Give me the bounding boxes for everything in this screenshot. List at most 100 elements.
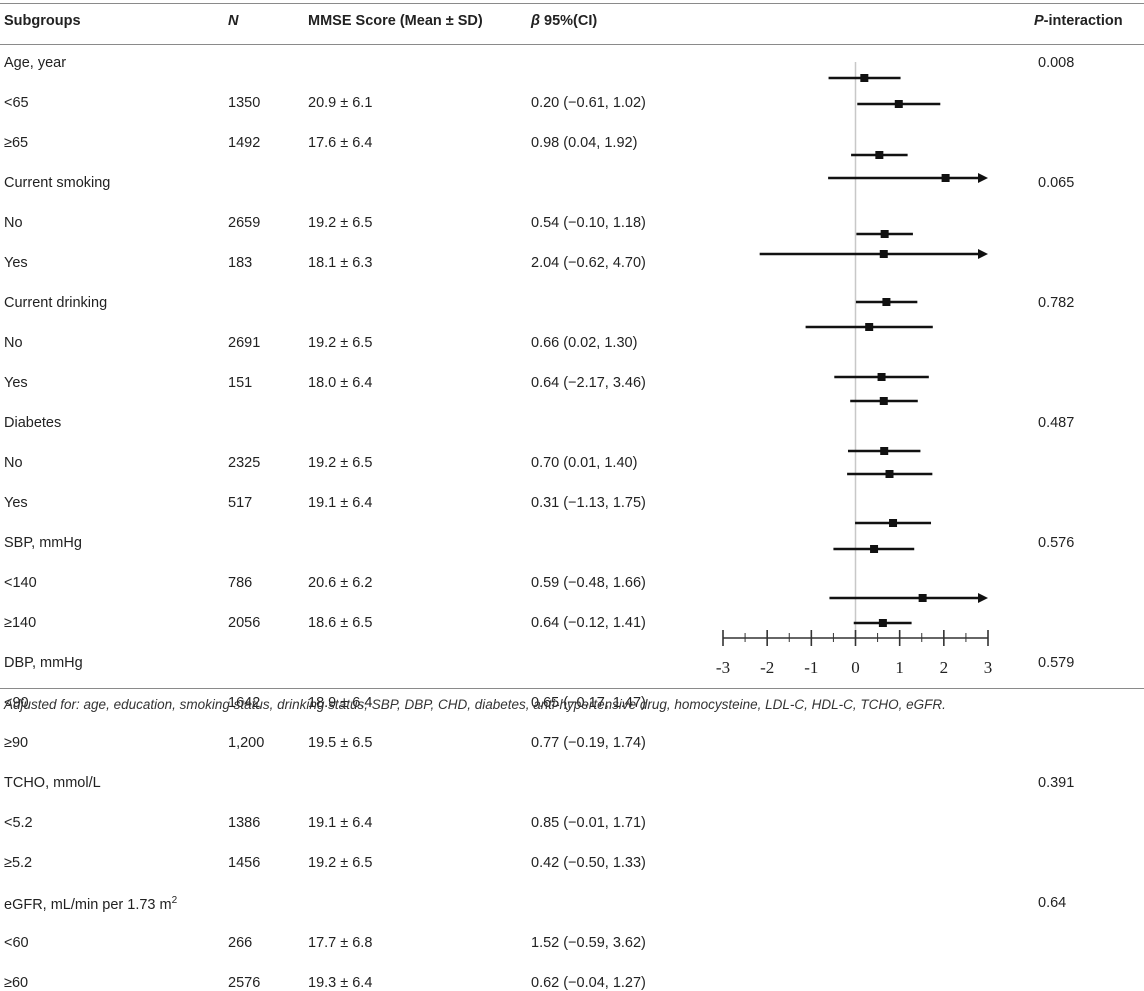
row-mmse: 19.2 ± 6.5 [308, 455, 373, 471]
row-label: Diabetes [4, 415, 62, 431]
point-estimate [880, 230, 889, 238]
bottom-rule [0, 688, 1144, 689]
header-p-italic: P [1034, 13, 1044, 29]
point-estimate [877, 373, 886, 381]
row-label: ≥140 [4, 615, 37, 631]
row-ci: 0.65 (−0.17, 1.47) [531, 695, 646, 711]
point-estimate [879, 250, 888, 258]
x-tick-label: 0 [851, 658, 860, 677]
row-n: 1456 [228, 855, 261, 871]
ci-arrow [978, 173, 988, 183]
point-estimate [879, 397, 888, 405]
footnote: Adjusted for: age, education, smoking st… [4, 697, 946, 712]
row-mmse: 17.7 ± 6.8 [308, 935, 373, 951]
row-mmse: 19.5 ± 6.5 [308, 735, 373, 751]
row-mmse: 17.6 ± 6.4 [308, 135, 373, 151]
row-ci: 0.54 (−0.10, 1.18) [531, 215, 646, 231]
point-estimate [941, 174, 950, 182]
row-n: 2576 [228, 975, 261, 991]
ci-arrow [978, 249, 988, 259]
row-n: 183 [228, 255, 253, 271]
row-mmse: 19.2 ± 6.5 [308, 215, 373, 231]
row-ci: 0.77 (−0.19, 1.74) [531, 735, 646, 751]
ci-arrow [978, 593, 988, 603]
x-tick-label: 2 [940, 658, 949, 677]
point-estimate [870, 545, 879, 553]
x-tick-label: -2 [760, 658, 774, 677]
forest-plot: -3 -2 -1 0 1 2 3 [716, 62, 992, 677]
point-estimate [878, 619, 887, 627]
point-estimate [880, 447, 889, 455]
row-label: Yes [4, 495, 28, 511]
row-ci: 0.31 (−1.13, 1.75) [531, 495, 646, 511]
header-beta-symbol: β [531, 13, 540, 29]
row-ci: 0.70 (0.01, 1.40) [531, 455, 638, 471]
row-ci: 0.85 (−0.01, 1.71) [531, 815, 646, 831]
row-label: Yes [4, 255, 28, 271]
row-p: 0.391 [1038, 775, 1075, 791]
header-beta: β 95%(CI) [531, 13, 597, 29]
row-mmse: 18.6 ± 6.5 [308, 615, 373, 631]
point-estimate [882, 298, 891, 306]
row-label: ≥90 [4, 735, 29, 751]
x-tick-label: 1 [895, 658, 904, 677]
header-p-interaction: P-interaction [1034, 13, 1123, 29]
row-n: 1492 [228, 135, 261, 151]
row-n: 151 [228, 375, 253, 391]
row-p: 0.782 [1038, 295, 1075, 311]
row-mmse: 19.3 ± 6.4 [308, 975, 373, 991]
header-p-rest: -interaction [1043, 13, 1123, 29]
header-mmse: MMSE Score (Mean ± SD) [308, 13, 483, 29]
row-ci: 0.64 (−0.12, 1.41) [531, 615, 646, 631]
row-n: 786 [228, 575, 253, 591]
row-p: 0.008 [1038, 55, 1075, 71]
row-mmse: 19.2 ± 6.5 [308, 855, 373, 871]
point-estimate [918, 594, 927, 602]
row-ci: 2.04 (−0.62, 4.70) [531, 255, 646, 271]
row-ci: 0.42 (−0.50, 1.33) [531, 855, 646, 871]
row-label: ≥5.2 [4, 855, 33, 871]
point-estimate [860, 74, 869, 82]
row-label: <90 [4, 695, 29, 711]
row-n: 2691 [228, 335, 261, 351]
row-p: 0.487 [1038, 415, 1075, 431]
row-label: No [4, 455, 23, 471]
row-ci: 1.52 (−0.59, 3.62) [531, 935, 646, 951]
row-mmse: 19.1 ± 6.4 [308, 495, 373, 511]
row-n: 1350 [228, 95, 261, 111]
row-label: DBP, mmHg [4, 655, 83, 671]
row-label: No [4, 335, 23, 351]
row-label-superscript: 2 [171, 895, 178, 906]
row-label: Age, year [4, 55, 67, 71]
x-tick-label: -1 [804, 658, 818, 677]
point-estimate [865, 323, 874, 331]
row-ci: 0.64 (−2.17, 3.46) [531, 375, 646, 391]
top-rule [0, 3, 1144, 4]
row-label: Current smoking [4, 175, 111, 191]
row-label: Yes [4, 375, 28, 391]
row-ci: 0.62 (−0.04, 1.27) [531, 975, 646, 991]
row-n: 2056 [228, 615, 261, 631]
row-p: 0.065 [1038, 175, 1075, 191]
row-n: 1386 [228, 815, 261, 831]
row-mmse: 19.1 ± 6.4 [308, 815, 373, 831]
row-mmse: 18.1 ± 6.3 [308, 255, 373, 271]
row-ci: 0.98 (0.04, 1.92) [531, 135, 638, 151]
row-label: <5.2 [4, 815, 33, 831]
row-n: 1,200 [228, 735, 265, 751]
row-n: 2325 [228, 455, 261, 471]
row-mmse: 20.6 ± 6.2 [308, 575, 373, 591]
header-n: N [228, 13, 239, 29]
row-mmse: 18.9 ± 6.4 [308, 695, 373, 711]
row-mmse: 19.2 ± 6.5 [308, 335, 373, 351]
header-beta-rest: 95%(CI) [540, 13, 598, 29]
row-p: 0.64 [1038, 895, 1067, 911]
row-p: 0.576 [1038, 535, 1075, 551]
point-estimate [889, 519, 898, 527]
row-label: ≥60 [4, 975, 29, 991]
row-mmse: 18.0 ± 6.4 [308, 375, 373, 391]
row-mmse: 20.9 ± 6.1 [308, 95, 373, 111]
row-n: 266 [228, 935, 253, 951]
x-tick-label: -3 [716, 658, 730, 677]
point-estimate [894, 100, 903, 108]
